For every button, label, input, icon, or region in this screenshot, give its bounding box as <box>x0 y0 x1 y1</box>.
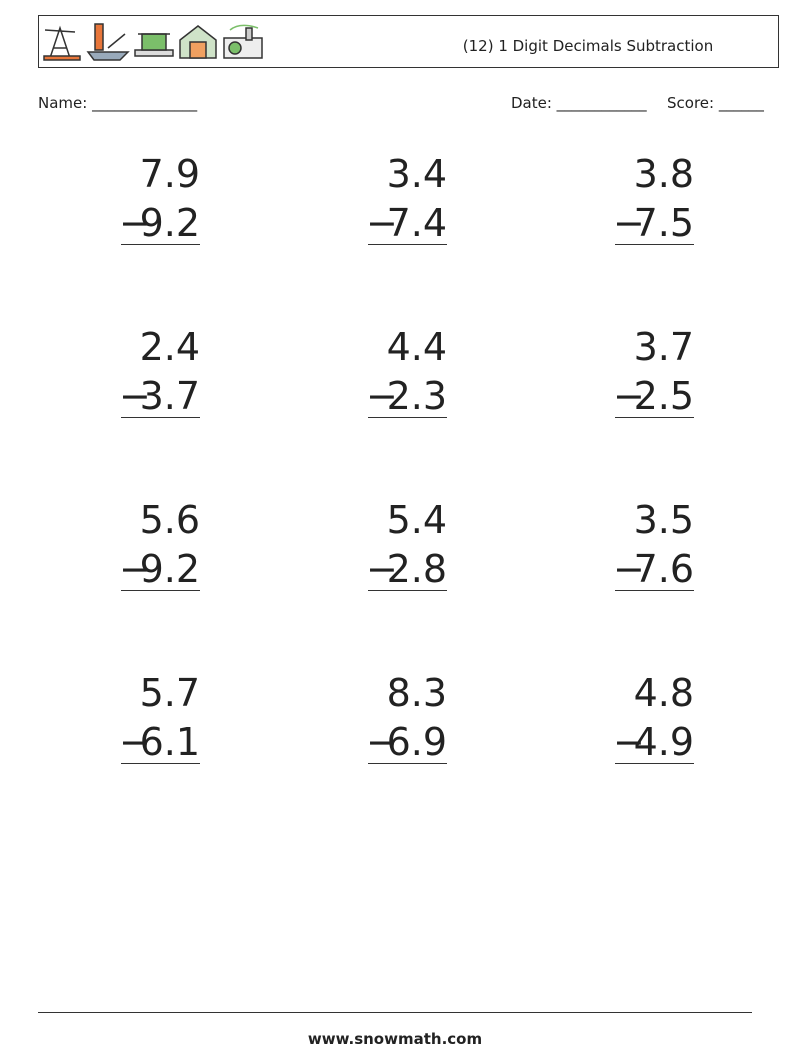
bottom-number: 6.9 <box>387 720 447 764</box>
operator: − <box>613 720 645 764</box>
bottom-number: 9.2 <box>140 547 200 591</box>
name-field: Name: ______________ <box>38 94 198 113</box>
bottom-number: 7.4 <box>387 201 447 245</box>
top-number: 5.7 <box>140 671 200 715</box>
top-number: 4.4 <box>387 325 447 369</box>
top-number: 5.6 <box>140 498 200 542</box>
date-field: Date: ____________ <box>511 94 647 113</box>
footer-url: www.snowmath.com <box>308 1030 482 1048</box>
problem-grid: 7.9−9.23.4−7.43.8−7.52.4−3.74.4−2.33.7−2… <box>119 152 694 764</box>
top-number: 2.4 <box>140 325 200 369</box>
top-number: 3.4 <box>387 152 447 196</box>
operator: − <box>613 547 645 591</box>
operator: − <box>119 720 151 764</box>
operator: − <box>119 374 151 418</box>
operator: − <box>366 547 398 591</box>
operator: − <box>119 547 151 591</box>
top-number: 8.3 <box>387 671 447 715</box>
bottom-number: 2.5 <box>634 374 694 418</box>
top-number: 3.8 <box>634 152 694 196</box>
top-number: 5.4 <box>387 498 447 542</box>
operator: − <box>366 374 398 418</box>
bottom-number: 7.5 <box>634 201 694 245</box>
bottom-number: 7.6 <box>634 547 694 591</box>
operator: − <box>119 201 151 245</box>
top-number: 4.8 <box>634 671 694 715</box>
header-box <box>38 15 779 68</box>
title: (12) 1 Digit Decimals Subtraction <box>463 37 713 55</box>
operator: − <box>613 201 645 245</box>
operator: − <box>613 374 645 418</box>
bottom-number: 2.3 <box>387 374 447 418</box>
bottom-number: 9.2 <box>140 201 200 245</box>
bottom-number: 6.1 <box>140 720 200 764</box>
bottom-number: 4.9 <box>634 720 694 764</box>
top-number: 7.9 <box>140 152 200 196</box>
bottom-number: 2.8 <box>387 547 447 591</box>
top-number: 3.5 <box>634 498 694 542</box>
score-field: Score: ______ <box>667 94 764 113</box>
top-number: 3.7 <box>634 325 694 369</box>
header-icons <box>43 23 263 61</box>
operator: − <box>366 720 398 764</box>
bottom-number: 3.7 <box>140 374 200 418</box>
operator: − <box>366 201 398 245</box>
